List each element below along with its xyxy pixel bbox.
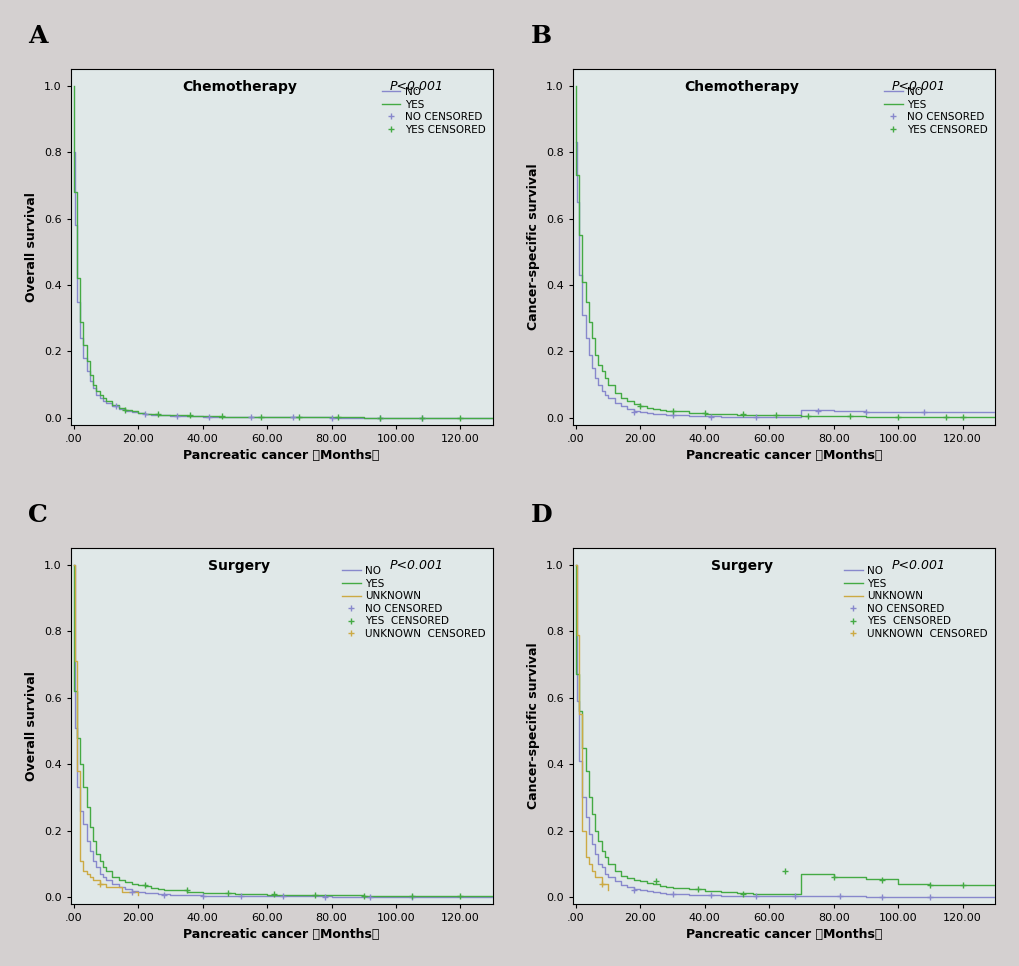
X-axis label: Pancreatic cancer （Months）: Pancreatic cancer （Months） — [685, 449, 881, 462]
Text: D: D — [530, 502, 551, 526]
X-axis label: Pancreatic cancer （Months）: Pancreatic cancer （Months） — [183, 928, 379, 941]
Y-axis label: Cancer-specific survival: Cancer-specific survival — [527, 642, 540, 810]
Text: P<0.001: P<0.001 — [389, 558, 443, 572]
Text: B: B — [530, 23, 551, 47]
Text: C: C — [29, 502, 48, 526]
Text: P<0.001: P<0.001 — [891, 558, 945, 572]
X-axis label: Pancreatic cancer （Months）: Pancreatic cancer （Months） — [685, 928, 881, 941]
Legend: NO, YES, NO CENSORED, YES CENSORED: NO, YES, NO CENSORED, YES CENSORED — [880, 85, 988, 137]
Text: Surgery: Surgery — [208, 558, 270, 573]
Text: P<0.001: P<0.001 — [389, 79, 443, 93]
Y-axis label: Overall survival: Overall survival — [25, 192, 38, 301]
X-axis label: Pancreatic cancer （Months）: Pancreatic cancer （Months） — [183, 449, 379, 462]
Legend: NO, YES, UNKNOWN, NO CENSORED, YES  CENSORED, UNKNOWN  CENSORED: NO, YES, UNKNOWN, NO CENSORED, YES CENSO… — [339, 564, 487, 641]
Text: Surgery: Surgery — [710, 558, 771, 573]
Legend: NO, YES, NO CENSORED, YES CENSORED: NO, YES, NO CENSORED, YES CENSORED — [379, 85, 487, 137]
Text: Chemotherapy: Chemotherapy — [181, 79, 297, 94]
Text: P<0.001: P<0.001 — [891, 79, 945, 93]
Text: A: A — [29, 23, 48, 47]
Text: Chemotherapy: Chemotherapy — [684, 79, 798, 94]
Y-axis label: Cancer-specific survival: Cancer-specific survival — [527, 163, 540, 330]
Legend: NO, YES, UNKNOWN, NO CENSORED, YES  CENSORED, UNKNOWN  CENSORED: NO, YES, UNKNOWN, NO CENSORED, YES CENSO… — [841, 564, 988, 641]
Y-axis label: Overall survival: Overall survival — [25, 671, 38, 781]
